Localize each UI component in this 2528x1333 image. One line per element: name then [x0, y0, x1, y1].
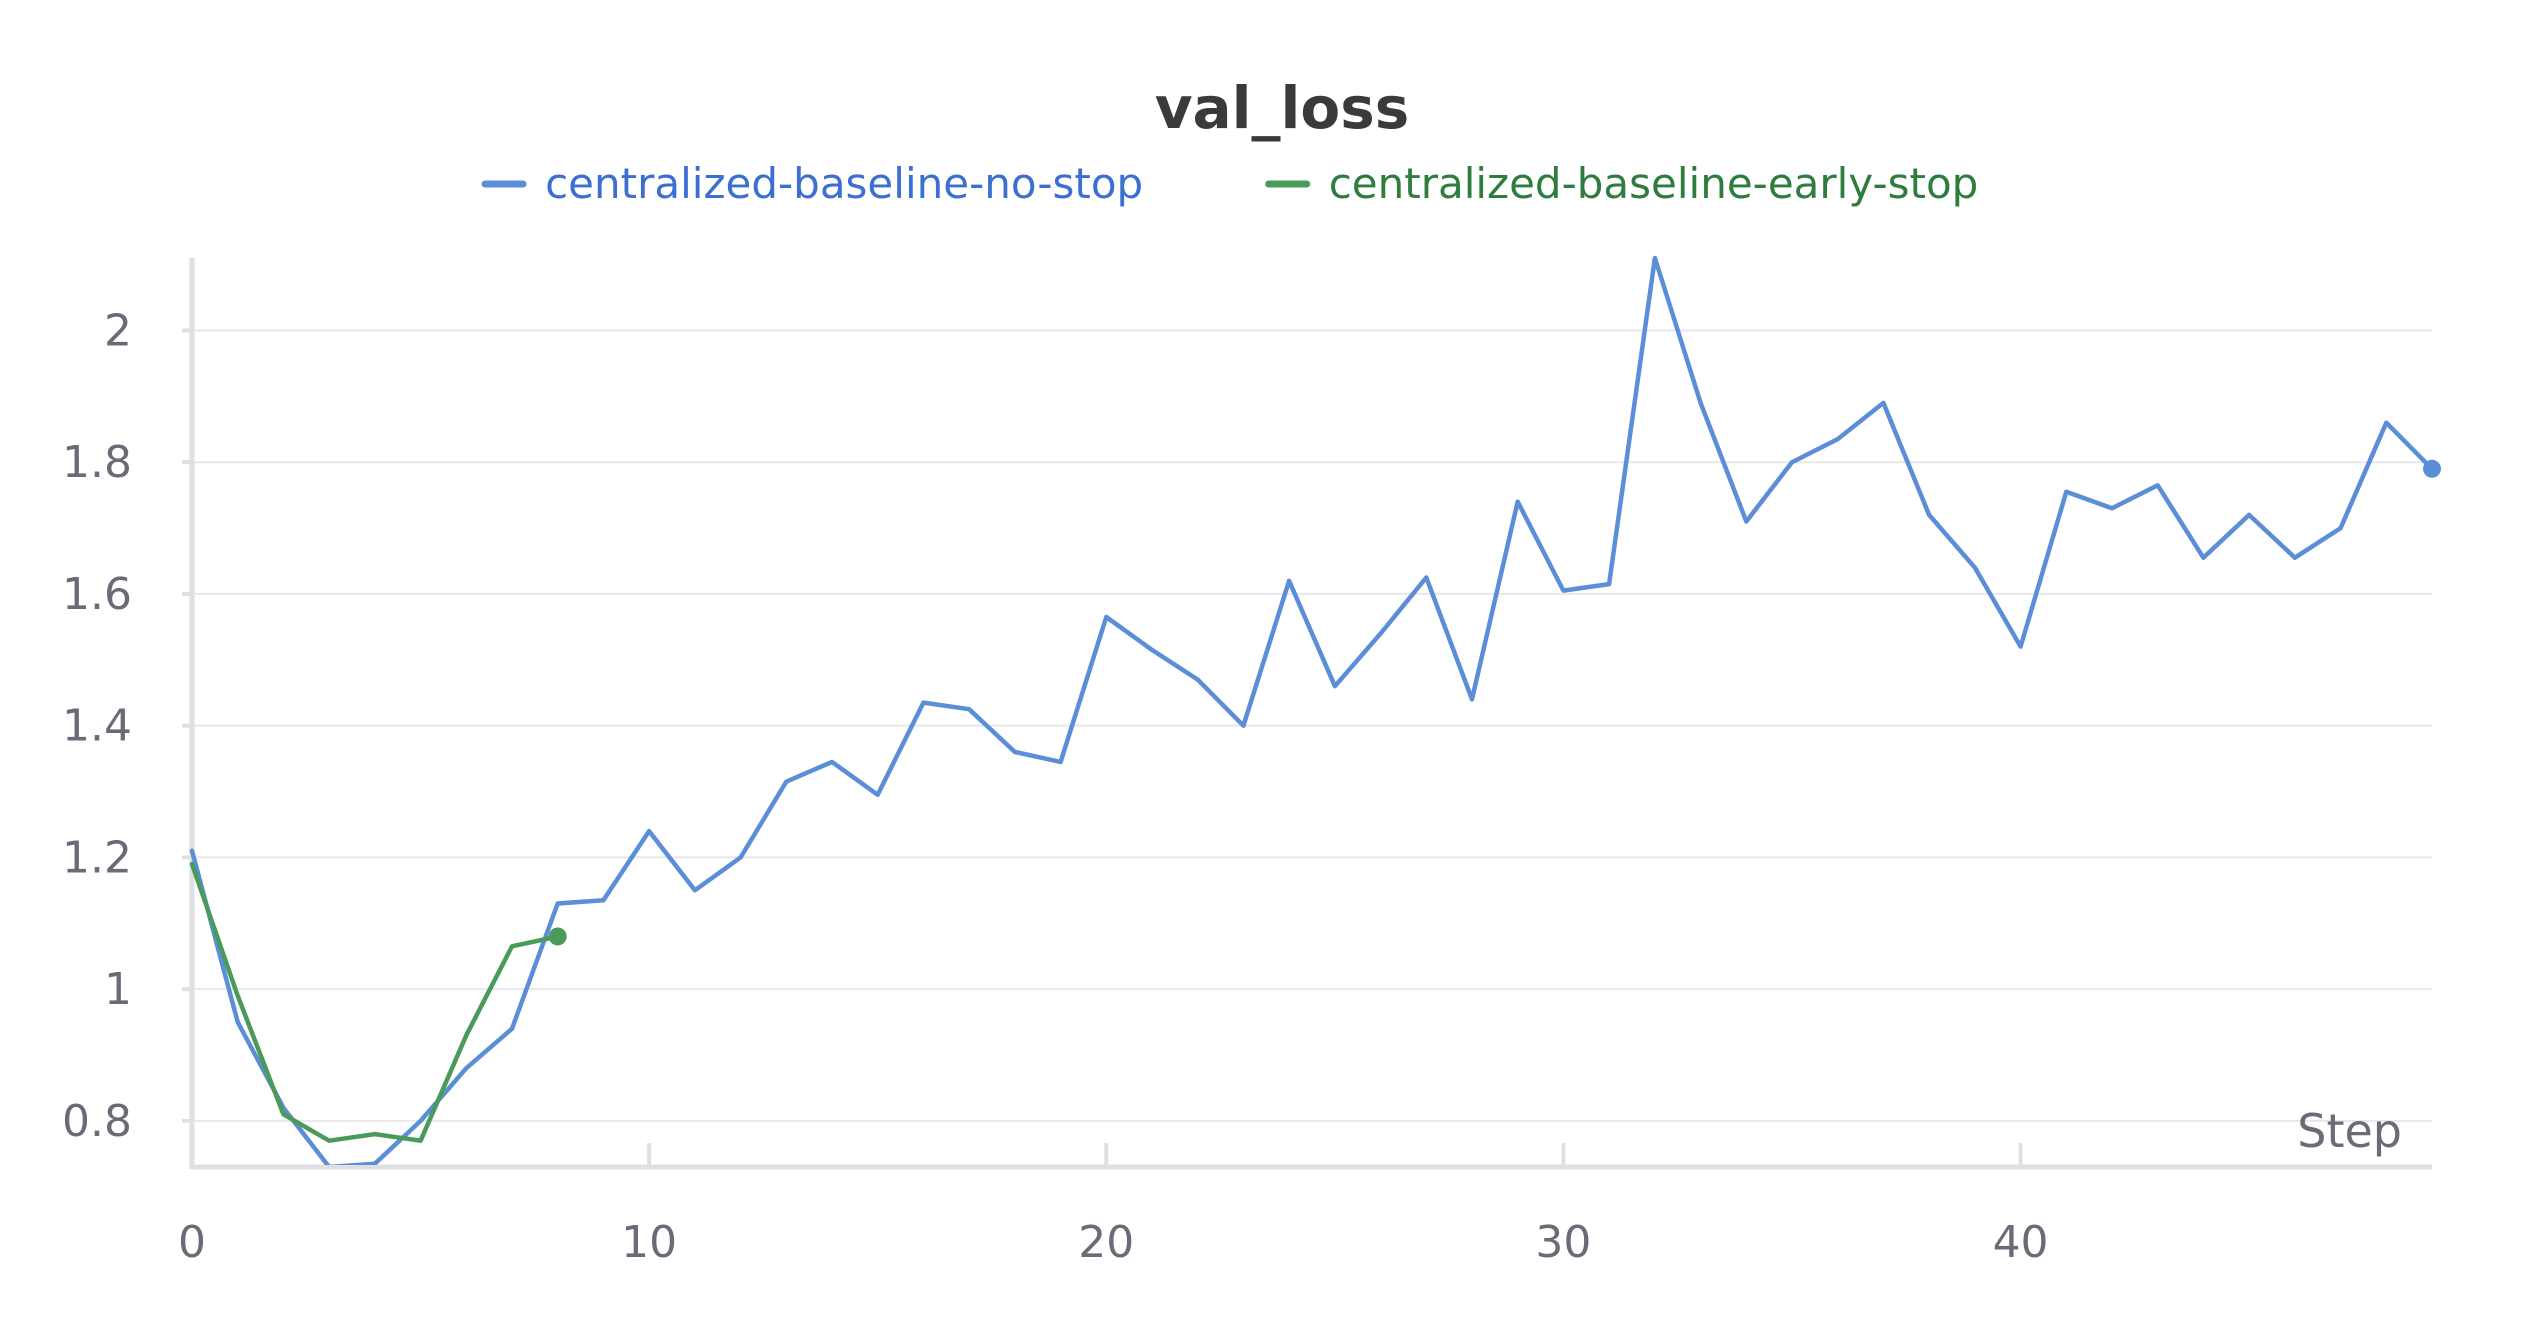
y-tick-label: 0.8: [62, 1096, 132, 1147]
x-tick-label: 30: [1535, 1217, 1591, 1268]
y-tick-label: 1.8: [62, 437, 132, 488]
series-line-0: [189, 255, 2435, 1165]
legend: centralized-baseline-no-stop centralized-…: [481, 159, 1979, 208]
legend-item-0[interactable]: centralized-baseline-no-stop: [481, 159, 1143, 208]
legend-label: centralized-baseline-no-stop: [545, 159, 1143, 208]
x-tick-label: 40: [1993, 1217, 2049, 1268]
series-end-point-1: [548, 927, 567, 946]
series-end-point-0: [2423, 459, 2441, 478]
y-tick-label: 2: [104, 305, 132, 356]
y-tick-label: 1: [104, 964, 132, 1015]
x-tick-label: 10: [621, 1217, 677, 1268]
y-tick-label: 1.2: [62, 832, 132, 883]
series-line-1: [189, 861, 560, 1143]
series-group: [189, 255, 2441, 1165]
tick-labels: 0.811.21.41.61.820 10 20 30 40: [62, 305, 2049, 1268]
grid-lines: [182, 329, 2432, 1122]
y-tick-label: 1.4: [62, 701, 132, 752]
legend-label: centralized-baseline-early-stop: [1329, 159, 1979, 208]
y-tick-label: 1.6: [62, 569, 132, 620]
x-axis-title: Step: [2297, 1104, 2402, 1158]
x-tick-label: 0: [178, 1217, 206, 1268]
axes: [182, 258, 2432, 1170]
chart-title: val_loss: [1155, 74, 1410, 142]
x-tick-label: 20: [1078, 1217, 1134, 1268]
legend-item-1[interactable]: centralized-baseline-early-stop: [1265, 159, 1979, 208]
